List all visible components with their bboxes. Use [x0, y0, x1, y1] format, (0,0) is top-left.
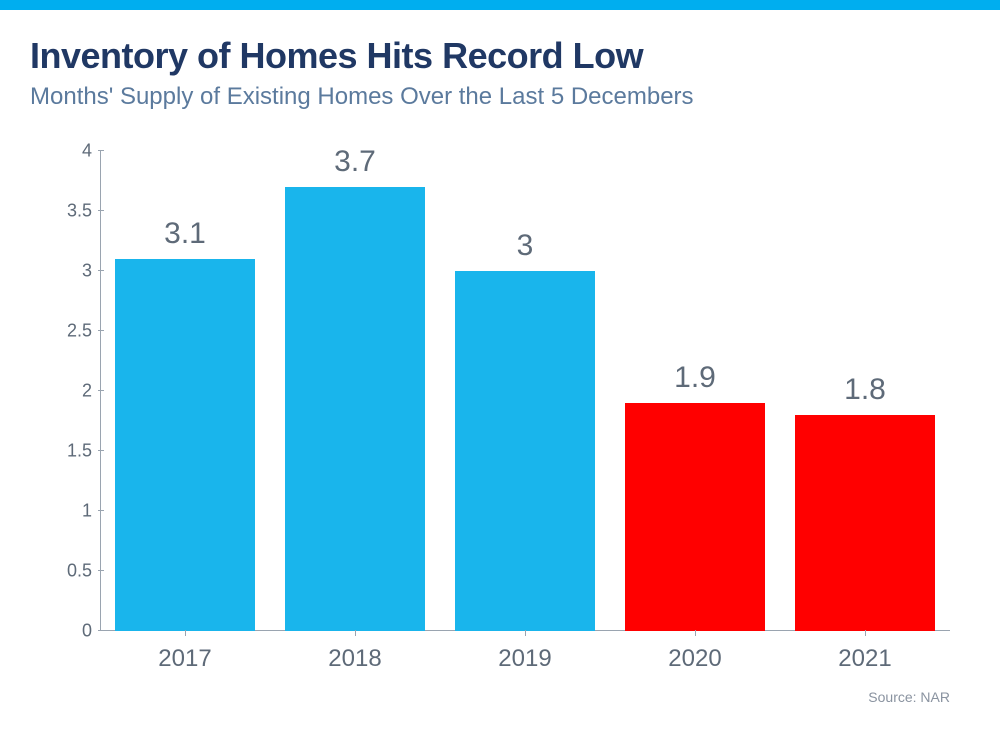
y-axis: 00.511.522.533.54: [50, 151, 100, 631]
x-tick-mark: [865, 630, 866, 636]
bar-value-label: 3.7: [270, 145, 440, 179]
x-axis-label: 2017: [100, 631, 270, 673]
bar-chart: 00.511.522.533.54 3.13.731.91.8 20172018…: [50, 151, 960, 681]
bar-slot: 1.9: [610, 151, 780, 631]
bar-slot: 1.8: [780, 151, 950, 631]
x-tick-mark: [355, 630, 356, 636]
bar-value-label: 1.8: [780, 373, 950, 407]
y-tick-label: 1.5: [67, 441, 92, 462]
x-label-slot: 2021: [780, 631, 950, 681]
x-label-slot: 2020: [610, 631, 780, 681]
bar-slot: 3.7: [270, 151, 440, 631]
chart-card: Inventory of Homes Hits Record Low Month…: [0, 10, 1000, 715]
chart-title: Inventory of Homes Hits Record Low: [30, 35, 970, 77]
y-tick-label: 2.5: [67, 321, 92, 342]
y-tick-label: 1: [82, 501, 92, 522]
plot-area: 3.13.73 1.91.8: [100, 151, 950, 631]
bar-slot: 3: [440, 151, 610, 631]
bar: [285, 187, 424, 631]
y-tick-label: 2: [82, 381, 92, 402]
chart-subtitle: Months' Supply of Existing Homes Over th…: [30, 83, 970, 111]
bar-value-label: 3.1: [100, 217, 270, 251]
x-axis-label: 2021: [780, 631, 950, 673]
x-tick-mark: [185, 630, 186, 636]
x-axis: 20172018201920202021: [100, 631, 950, 681]
bar-value-label: 1.9: [610, 361, 780, 395]
x-label-slot: 2018: [270, 631, 440, 681]
y-tick-label: 3.5: [67, 201, 92, 222]
x-label-slot: 2017: [100, 631, 270, 681]
x-label-slot: 2019: [440, 631, 610, 681]
x-axis-label: 2018: [270, 631, 440, 673]
bar: [795, 415, 934, 631]
bar: [115, 259, 254, 631]
x-axis-label: 2019: [440, 631, 610, 673]
bar-value-label: 3: [440, 229, 610, 263]
source-attribution: Source: NAR: [30, 689, 970, 705]
bar: [625, 403, 764, 631]
y-tick-label: 0.5: [67, 561, 92, 582]
y-tick-label: 4: [82, 141, 92, 162]
x-axis-label: 2020: [610, 631, 780, 673]
bar-slot: 3.1: [100, 151, 270, 631]
x-tick-mark: [695, 630, 696, 636]
y-tick-label: 3: [82, 261, 92, 282]
x-tick-mark: [525, 630, 526, 636]
x-labels: 20172018201920202021: [100, 631, 950, 681]
y-tick-label: 0: [82, 621, 92, 642]
bar: [455, 271, 594, 631]
accent-top-bar: [0, 0, 1000, 10]
bars-container: 3.13.73 1.91.8: [100, 151, 950, 631]
